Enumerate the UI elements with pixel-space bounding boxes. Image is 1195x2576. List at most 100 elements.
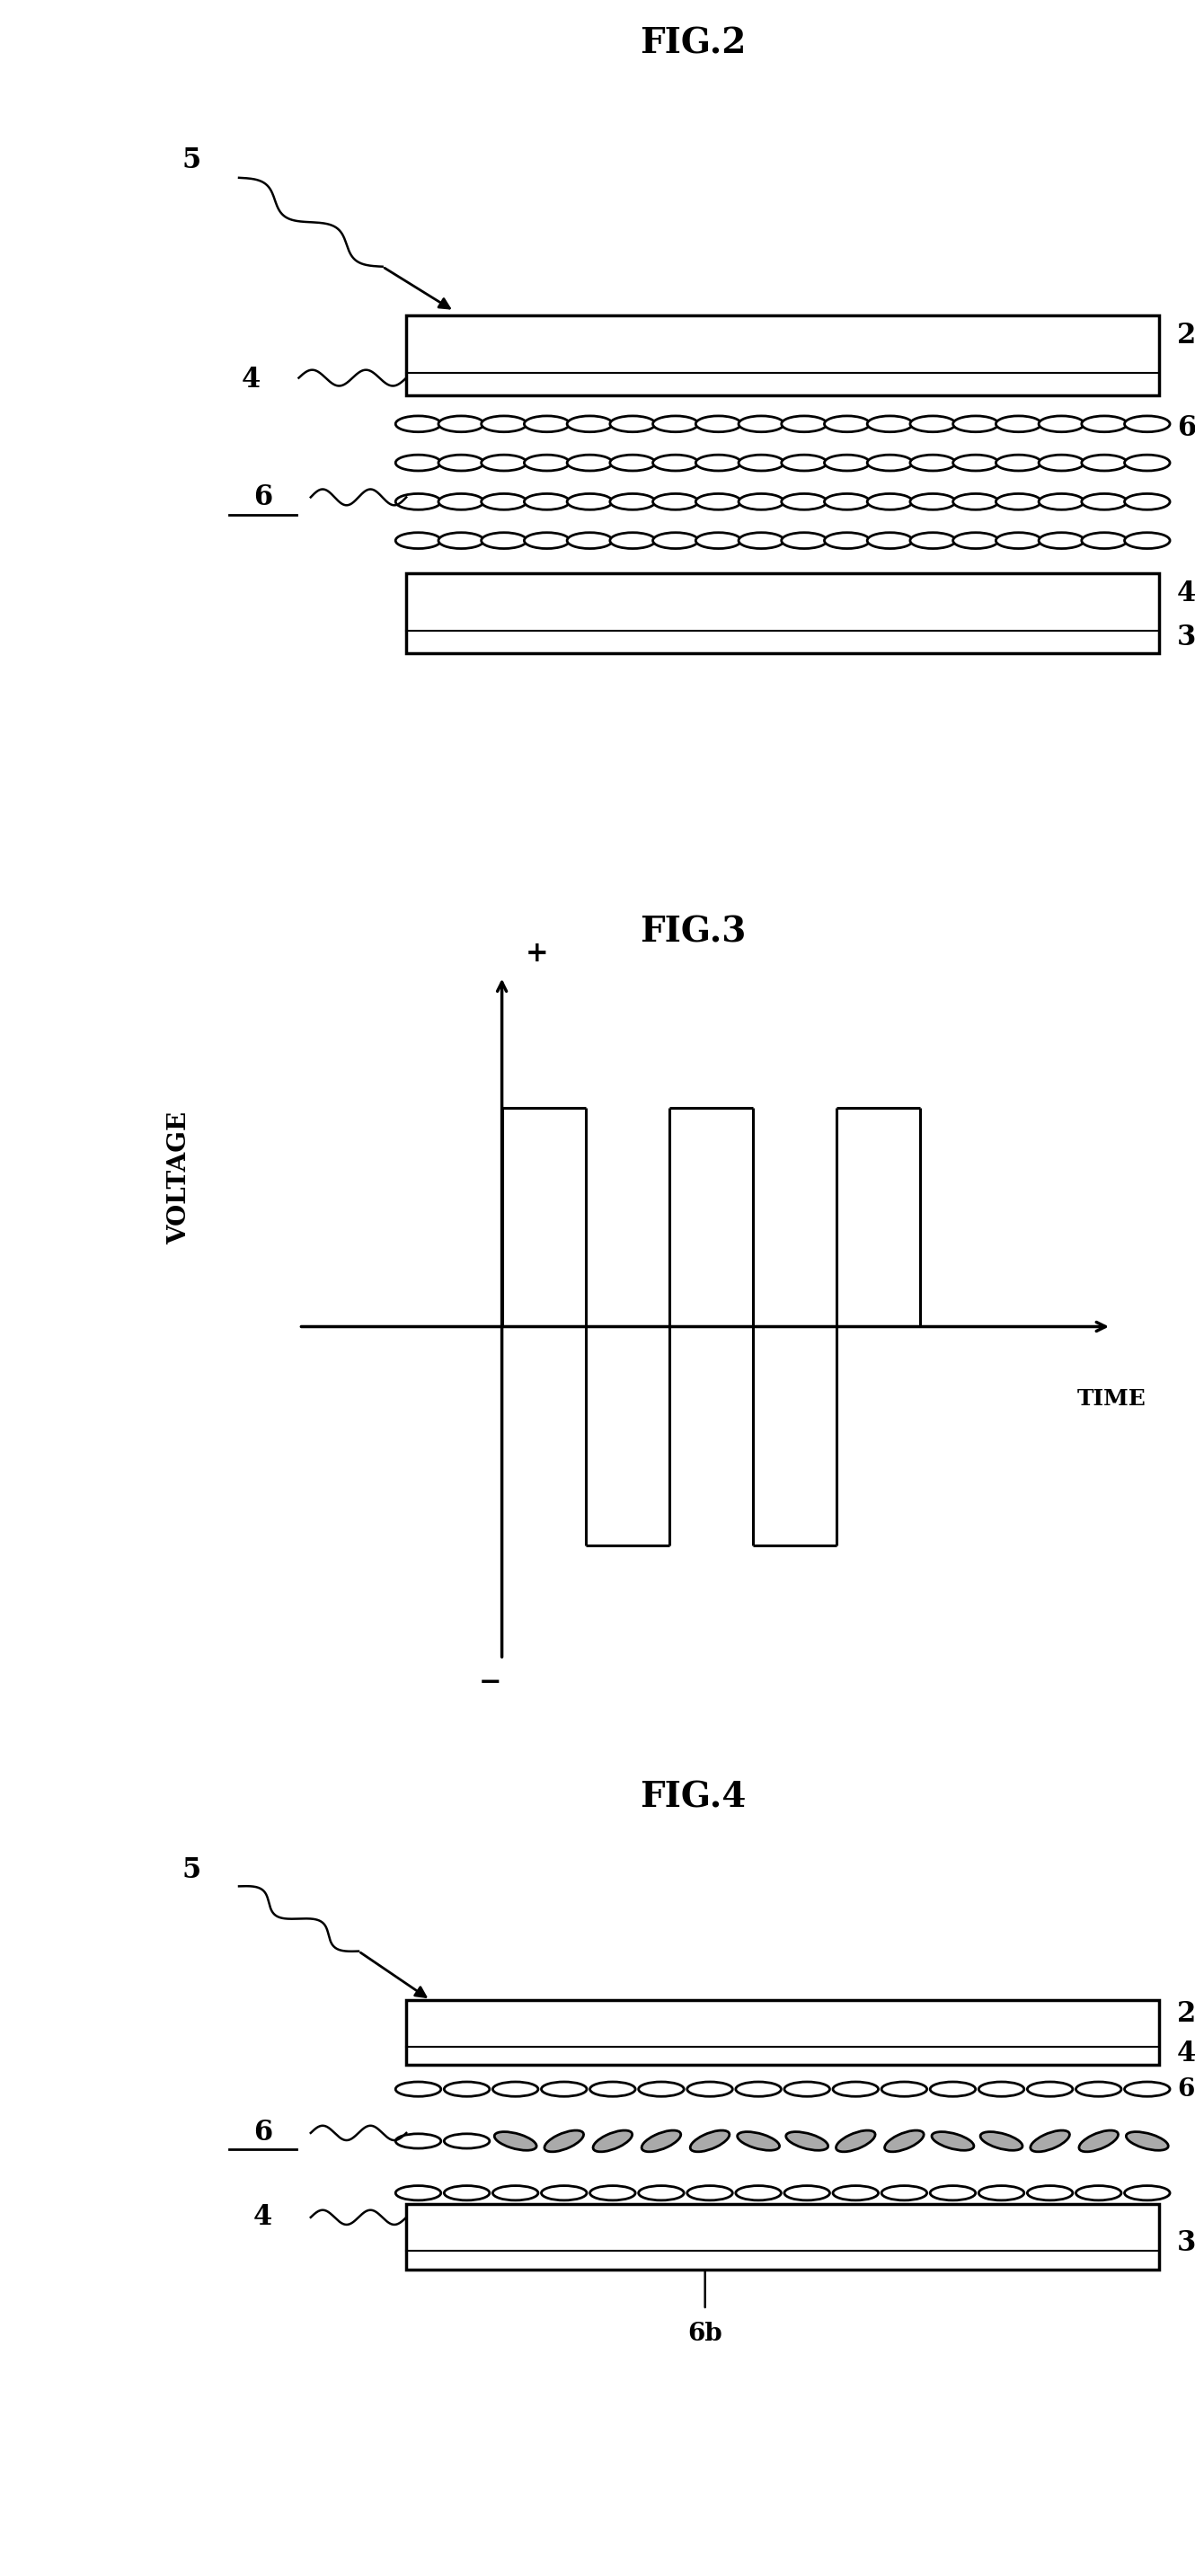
Ellipse shape bbox=[784, 2184, 829, 2200]
Ellipse shape bbox=[396, 495, 441, 510]
Ellipse shape bbox=[439, 456, 484, 471]
Ellipse shape bbox=[911, 415, 956, 433]
Ellipse shape bbox=[739, 533, 784, 549]
Ellipse shape bbox=[525, 495, 570, 510]
Ellipse shape bbox=[652, 495, 698, 510]
Ellipse shape bbox=[868, 495, 913, 510]
Ellipse shape bbox=[1030, 2130, 1070, 2151]
Ellipse shape bbox=[482, 415, 527, 433]
Ellipse shape bbox=[930, 2081, 975, 2097]
Text: 6: 6 bbox=[253, 2120, 272, 2146]
Ellipse shape bbox=[609, 456, 655, 471]
Ellipse shape bbox=[492, 2081, 538, 2097]
Ellipse shape bbox=[445, 2133, 490, 2148]
Ellipse shape bbox=[638, 2081, 684, 2097]
Ellipse shape bbox=[695, 456, 741, 471]
Text: −: − bbox=[478, 1669, 502, 1695]
Ellipse shape bbox=[1076, 2081, 1121, 2097]
Ellipse shape bbox=[541, 2081, 587, 2097]
Ellipse shape bbox=[652, 415, 698, 433]
Text: 6b: 6b bbox=[687, 2321, 723, 2347]
Ellipse shape bbox=[825, 495, 870, 510]
FancyBboxPatch shape bbox=[406, 574, 1159, 654]
Ellipse shape bbox=[1028, 2081, 1073, 2097]
Ellipse shape bbox=[1124, 415, 1170, 433]
Ellipse shape bbox=[642, 2130, 681, 2151]
Ellipse shape bbox=[739, 415, 784, 433]
Ellipse shape bbox=[1124, 2184, 1170, 2200]
Text: 4: 4 bbox=[1177, 580, 1195, 608]
Ellipse shape bbox=[525, 533, 570, 549]
Ellipse shape bbox=[590, 2184, 636, 2200]
Ellipse shape bbox=[952, 415, 998, 433]
Ellipse shape bbox=[979, 2081, 1024, 2097]
Text: 3: 3 bbox=[1177, 623, 1195, 652]
Text: 5: 5 bbox=[182, 1857, 201, 1883]
Ellipse shape bbox=[541, 2184, 587, 2200]
Ellipse shape bbox=[482, 495, 527, 510]
Ellipse shape bbox=[1124, 533, 1170, 549]
Ellipse shape bbox=[739, 495, 784, 510]
Text: +: + bbox=[526, 940, 549, 969]
Ellipse shape bbox=[868, 533, 913, 549]
Text: 6a: 6a bbox=[1177, 2076, 1195, 2102]
Ellipse shape bbox=[568, 415, 613, 433]
Ellipse shape bbox=[525, 456, 570, 471]
Ellipse shape bbox=[396, 2133, 441, 2148]
Ellipse shape bbox=[952, 533, 998, 549]
Text: FIG.2: FIG.2 bbox=[639, 26, 747, 62]
Ellipse shape bbox=[590, 2081, 636, 2097]
Ellipse shape bbox=[545, 2130, 583, 2151]
Ellipse shape bbox=[638, 2184, 684, 2200]
Text: 4: 4 bbox=[1177, 2040, 1195, 2066]
FancyBboxPatch shape bbox=[406, 1999, 1159, 2066]
Ellipse shape bbox=[833, 2081, 878, 2097]
FancyBboxPatch shape bbox=[406, 314, 1159, 397]
Ellipse shape bbox=[825, 533, 870, 549]
Ellipse shape bbox=[396, 415, 441, 433]
Ellipse shape bbox=[652, 533, 698, 549]
Ellipse shape bbox=[396, 533, 441, 549]
Ellipse shape bbox=[691, 2130, 729, 2151]
Text: FIG.4: FIG.4 bbox=[639, 1780, 747, 1816]
Ellipse shape bbox=[695, 415, 741, 433]
Text: 4: 4 bbox=[241, 366, 261, 394]
Ellipse shape bbox=[482, 533, 527, 549]
Ellipse shape bbox=[782, 495, 827, 510]
Ellipse shape bbox=[911, 533, 956, 549]
Ellipse shape bbox=[979, 2184, 1024, 2200]
Ellipse shape bbox=[911, 456, 956, 471]
Ellipse shape bbox=[568, 456, 613, 471]
Ellipse shape bbox=[439, 533, 484, 549]
Text: 5: 5 bbox=[182, 147, 201, 175]
Ellipse shape bbox=[825, 415, 870, 433]
Text: VOLTAGE: VOLTAGE bbox=[167, 1110, 191, 1244]
Ellipse shape bbox=[882, 2184, 927, 2200]
FancyBboxPatch shape bbox=[406, 2205, 1159, 2269]
Ellipse shape bbox=[995, 495, 1041, 510]
Ellipse shape bbox=[782, 456, 827, 471]
Ellipse shape bbox=[492, 2184, 538, 2200]
Ellipse shape bbox=[652, 456, 698, 471]
Text: 6: 6 bbox=[1177, 415, 1195, 443]
Ellipse shape bbox=[609, 533, 655, 549]
Ellipse shape bbox=[396, 456, 441, 471]
Ellipse shape bbox=[1038, 415, 1084, 433]
Ellipse shape bbox=[1126, 2133, 1169, 2151]
Ellipse shape bbox=[396, 2081, 441, 2097]
Ellipse shape bbox=[736, 2081, 782, 2097]
Ellipse shape bbox=[737, 2133, 779, 2151]
Ellipse shape bbox=[1081, 415, 1127, 433]
Ellipse shape bbox=[836, 2130, 875, 2151]
Ellipse shape bbox=[825, 456, 870, 471]
Ellipse shape bbox=[995, 415, 1041, 433]
Ellipse shape bbox=[593, 2130, 632, 2151]
Ellipse shape bbox=[396, 2184, 441, 2200]
Ellipse shape bbox=[980, 2133, 1023, 2151]
Ellipse shape bbox=[568, 533, 613, 549]
Ellipse shape bbox=[1081, 533, 1127, 549]
Text: 4: 4 bbox=[253, 2202, 272, 2231]
Ellipse shape bbox=[482, 456, 527, 471]
Ellipse shape bbox=[1028, 2184, 1073, 2200]
Ellipse shape bbox=[439, 495, 484, 510]
